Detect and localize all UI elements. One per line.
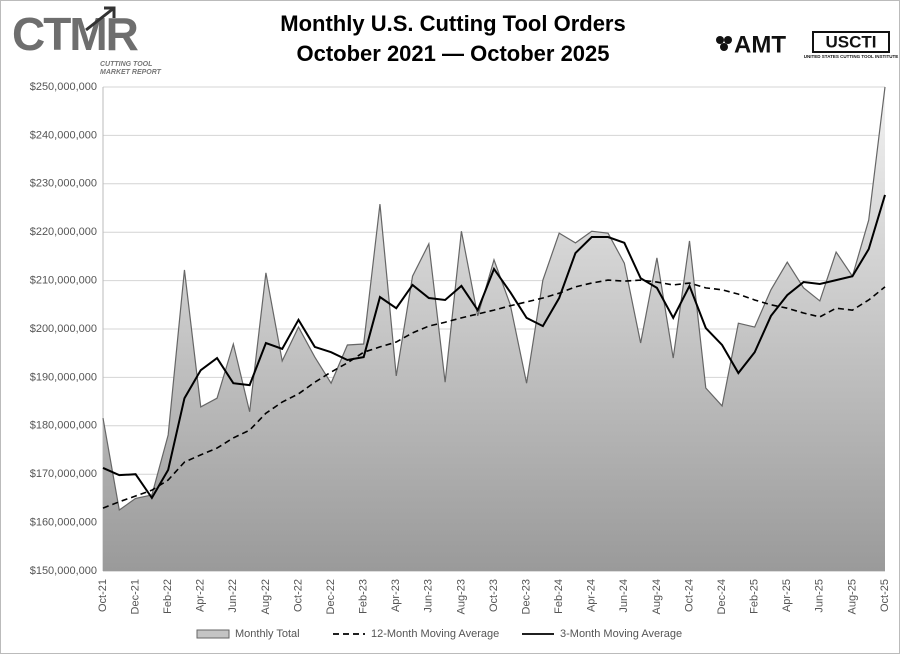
x-tick-label: Oct-23 (488, 579, 500, 612)
x-tick-label: Apr-23 (390, 579, 402, 612)
y-tick-label: $190,000,000 (30, 371, 97, 383)
chart-title: Monthly U.S. Cutting Tool Orders (280, 11, 625, 36)
x-tick-label: Apr-24 (586, 579, 598, 612)
logo-text: AMT (734, 31, 786, 58)
x-tick-label: Dec-21 (129, 579, 141, 614)
logo-tagline: CUTTING TOOL (100, 61, 152, 68)
x-tick-label: Aug-22 (260, 579, 272, 614)
y-tick-label: $170,000,000 (30, 468, 97, 480)
x-tick-label: Oct-24 (683, 579, 695, 612)
x-tick-label: Dec-23 (520, 579, 532, 614)
x-tick-label: Feb-22 (162, 579, 174, 614)
x-tick-label: Apr-22 (195, 579, 207, 612)
y-tick-label: $220,000,000 (30, 226, 97, 238)
x-tick-label: Apr-25 (781, 579, 793, 612)
logo-icon (724, 36, 732, 44)
logo-icon (716, 36, 724, 44)
y-tick-label: $250,000,000 (30, 81, 97, 93)
logo-tagline: MARKET REPORT (100, 69, 162, 76)
x-tick-label: Oct-21 (97, 579, 109, 612)
logo-box (812, 31, 890, 53)
legend-label: 12-Month Moving Average (371, 628, 499, 640)
x-tick-label: Jun-23 (423, 579, 435, 613)
legend-label: Monthly Total (235, 628, 300, 640)
x-tick-label: Aug-25 (846, 579, 858, 614)
x-tick-label: Dec-24 (716, 579, 728, 614)
area-line (102, 86, 886, 512)
y-tick-label: $240,000,000 (30, 129, 97, 141)
y-tick-label: $160,000,000 (30, 517, 97, 529)
y-tick-label: $200,000,000 (30, 323, 97, 335)
x-tick-label: Jun-25 (814, 579, 826, 613)
y-tick-label: $150,000,000 (30, 565, 97, 577)
x-tick-label: Aug-24 (651, 579, 663, 614)
uscti-logo: USCTI UNITED STATES CUTTING TOOL INSTITU… (804, 31, 898, 59)
line (102, 279, 886, 509)
chart-subtitle: October 2021 — October 2025 (296, 41, 609, 66)
x-tick-label: Feb-25 (749, 579, 761, 614)
x-tick-label: Oct-22 (292, 579, 304, 612)
logo-tagline: UNITED STATES CUTTING TOOL INSTITUTE (804, 54, 898, 59)
logo-icon (720, 43, 728, 51)
ctmr-logo: CTMR CUTTING TOOL MARKET REPORT (12, 6, 162, 76)
x-tick-label: Oct-25 (879, 579, 891, 612)
x-tick-label: Feb-23 (358, 579, 370, 614)
legend-label: 3-Month Moving Average (560, 628, 682, 640)
logo-arrow (85, 6, 116, 32)
y-tick-label: $210,000,000 (30, 275, 97, 287)
amt-logo: AMT (716, 31, 786, 58)
x-tick-label: Aug-23 (455, 579, 467, 614)
legend-swatch (196, 629, 230, 639)
x-tick-label: Jun-22 (227, 579, 239, 613)
logo-text: CTMR (12, 8, 139, 60)
logo-text: USCTI (826, 32, 877, 51)
area (103, 87, 885, 571)
x-tick-label: Dec-22 (325, 579, 337, 614)
y-tick-label: $230,000,000 (30, 178, 97, 190)
x-tick-label: Feb-24 (553, 579, 565, 614)
y-tick-label: $180,000,000 (30, 420, 97, 432)
line (102, 194, 886, 500)
x-tick-label: Jun-24 (618, 579, 630, 613)
